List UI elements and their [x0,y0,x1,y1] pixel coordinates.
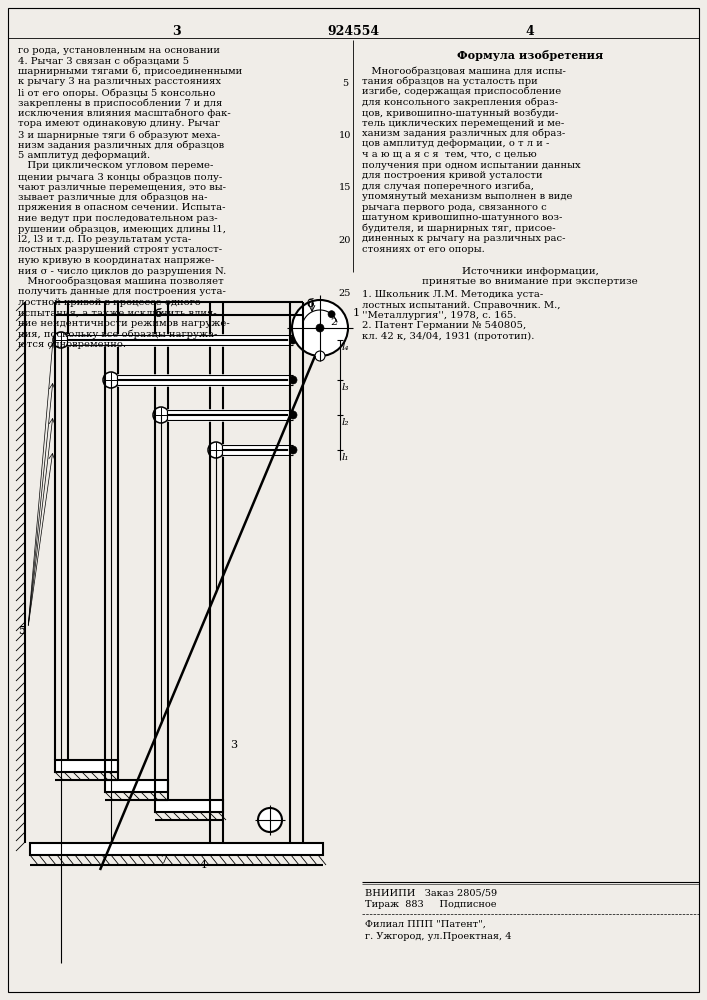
Text: Формула изобретения: Формула изобретения [457,50,603,61]
Text: испытания, а также исключить влия-: испытания, а также исключить влия- [18,308,216,318]
Text: лостной кривой в процессе одного: лостной кривой в процессе одного [18,298,201,307]
Circle shape [289,446,297,454]
Text: 10: 10 [339,131,351,140]
Text: ч а ю щ а я с я  тем, что, с целью: ч а ю щ а я с я тем, что, с целью [362,150,537,159]
Text: будителя, и шарнирных тяг, присое-: будителя, и шарнирных тяг, присое- [362,224,556,233]
Text: б: б [155,308,163,319]
Text: рушении образцов, имеющих длины l1,: рушении образцов, имеющих длины l1, [18,225,226,234]
Circle shape [315,351,325,361]
Text: тель циклических перемещений и ме-: тель циклических перемещений и ме- [362,118,564,127]
Text: упомянутый механизм выполнен в виде: упомянутый механизм выполнен в виде [362,192,573,201]
Text: Многообразцовая машина для испы-: Многообразцовая машина для испы- [362,66,566,76]
Circle shape [53,332,69,348]
Text: 5: 5 [342,79,348,88]
Text: 924554: 924554 [327,25,379,38]
Text: шатуном кривошипно-шатунного воз-: шатуном кривошипно-шатунного воз- [362,213,562,222]
Text: 4. Рычаг 3 связан с образцами 5: 4. Рычаг 3 связан с образцами 5 [18,56,189,66]
Text: щении рычага 3 концы образцов полу-: щении рычага 3 концы образцов полу- [18,172,222,182]
Text: 3 и шарнирные тяги 6 образуют меха-: 3 и шарнирные тяги 6 образуют меха- [18,130,221,139]
Text: для консольного закрепления образ-: для консольного закрепления образ- [362,98,558,107]
Text: ВНИИПИ   Заказ 2805/59: ВНИИПИ Заказ 2805/59 [365,888,497,897]
Circle shape [292,300,348,356]
Text: диненных к рычагу на различных рас-: диненных к рычагу на различных рас- [362,234,566,243]
Text: Источники информации,: Источники информации, [462,267,598,276]
Text: При циклическом угловом переме-: При циклическом угловом переме- [18,161,214,170]
Text: закреплены в приспособлении 7 и для: закреплены в приспособлении 7 и для [18,99,222,108]
Text: ную кривую в координатах напряже-: ную кривую в координатах напряже- [18,256,214,265]
Circle shape [328,311,335,318]
Bar [30,843,323,855]
Text: l₂: l₂ [342,418,349,427]
Bar [105,780,168,792]
Text: кл. 42 к, 34/04, 1931 (прототип).: кл. 42 к, 34/04, 1931 (прототип). [362,332,534,341]
Text: принятые во внимание при экспертизе: принятые во внимание при экспертизе [422,277,638,286]
Circle shape [289,411,297,419]
Text: чают различные перемещения, это вы-: чают различные перемещения, это вы- [18,182,226,192]
Text: Филиал ППП "Патент",: Филиал ППП "Патент", [365,920,486,929]
Text: шарнирными тягами 6, присоединенными: шарнирными тягами 6, присоединенными [18,67,243,76]
Text: ния σ - число циклов до разрушения N.: ния σ - число циклов до разрушения N. [18,266,226,275]
Text: изгибе, содержащая приспособление: изгибе, содержащая приспособление [362,87,561,97]
Text: цов амплитуд деформации, о т л и -: цов амплитуд деформации, о т л и - [362,139,549,148]
Text: ханизм задания различных для образ-: ханизм задания различных для образ- [362,129,566,138]
Text: получения при одном испытании данных: получения при одном испытании данных [362,160,580,169]
Text: ются одновременно.: ются одновременно. [18,340,126,349]
Text: б: б [306,298,314,309]
Circle shape [208,442,224,458]
Text: l₁: l₁ [342,453,349,462]
Text: для построения кривой усталости: для построения кривой усталости [362,171,543,180]
Text: стояниях от его опоры.: стояниях от его опоры. [362,244,485,253]
Text: Многообразцовая машина позволяет: Многообразцовая машина позволяет [18,277,223,286]
Text: 7: 7 [160,855,167,865]
Text: ''Металлургия'', 1978, с. 165.: ''Металлургия'', 1978, с. 165. [362,311,516,320]
Text: 3: 3 [172,25,180,38]
Text: рычага первого рода, связанного с: рычага первого рода, связанного с [362,202,547,212]
Circle shape [153,407,169,423]
Text: лостных испытаний. Справочник. М.,: лостных испытаний. Справочник. М., [362,300,561,310]
Text: зывает различные для образцов на-: зывает различные для образцов на- [18,193,207,202]
Text: го рода, установленным на основании: го рода, установленным на основании [18,46,220,55]
Text: 4: 4 [525,25,534,38]
Text: получить данные для построения уста-: получить данные для построения уста- [18,288,226,296]
Text: для случая поперечного изгиба,: для случая поперечного изгиба, [362,182,534,191]
Bar [155,800,223,812]
Text: лостных разрушений строят усталост-: лостных разрушений строят усталост- [18,245,222,254]
Bar [55,760,118,772]
Circle shape [289,376,297,384]
Text: пряжения в опасном сечении. Испыта-: пряжения в опасном сечении. Испыта- [18,204,226,213]
Text: 25: 25 [339,288,351,298]
Text: 2. Патент Германии № 540805,: 2. Патент Германии № 540805, [362,322,526,330]
Text: к рычагу 3 на различных расстояниях: к рычагу 3 на различных расстояниях [18,78,221,87]
Text: 1. Школьник Л.М. Методика уста-: 1. Школьник Л.М. Методика уста- [362,290,543,299]
Text: ние ведут при последовательном раз-: ние ведут при последовательном раз- [18,214,218,223]
Text: г. Ужгород, ул.Проектная, 4: г. Ужгород, ул.Проектная, 4 [365,932,511,941]
Text: Тираж  883     Подписное: Тираж 883 Подписное [365,900,496,909]
Text: li от его опоры. Образцы 5 консольно: li от его опоры. Образцы 5 консольно [18,88,216,98]
Text: l₄: l₄ [342,343,349,352]
Text: 5 амплитуд деформаций.: 5 амплитуд деформаций. [18,151,150,160]
Text: ния, поскольку все образцы нагружа-: ния, поскольку все образцы нагружа- [18,330,217,339]
Text: l₃: l₃ [342,383,349,392]
Text: низм задания различных для образцов: низм задания различных для образцов [18,140,224,150]
Text: тания образцов на усталость при: тания образцов на усталость при [362,77,538,86]
Text: 3: 3 [230,740,237,750]
Circle shape [103,372,119,388]
Text: 1: 1 [353,308,360,318]
Circle shape [258,808,282,832]
Text: 4: 4 [200,860,207,870]
Text: ние неидентичности режимов нагруже-: ние неидентичности режимов нагруже- [18,319,230,328]
Text: цов, кривошипно-шатунный возбуди-: цов, кривошипно-шатунный возбуди- [362,108,559,117]
Text: 5: 5 [18,625,25,636]
Text: тора имеют одинаковую длину. Рычаг: тора имеют одинаковую длину. Рычаг [18,119,220,128]
Text: 2: 2 [330,318,337,327]
Text: 20: 20 [339,236,351,245]
Text: l2, l3 и т.д. По результатам уста-: l2, l3 и т.д. По результатам уста- [18,235,192,244]
Circle shape [316,324,324,332]
Text: исключения влияния масштабного фак-: исключения влияния масштабного фак- [18,109,230,118]
Text: 15: 15 [339,184,351,192]
Circle shape [289,336,297,344]
